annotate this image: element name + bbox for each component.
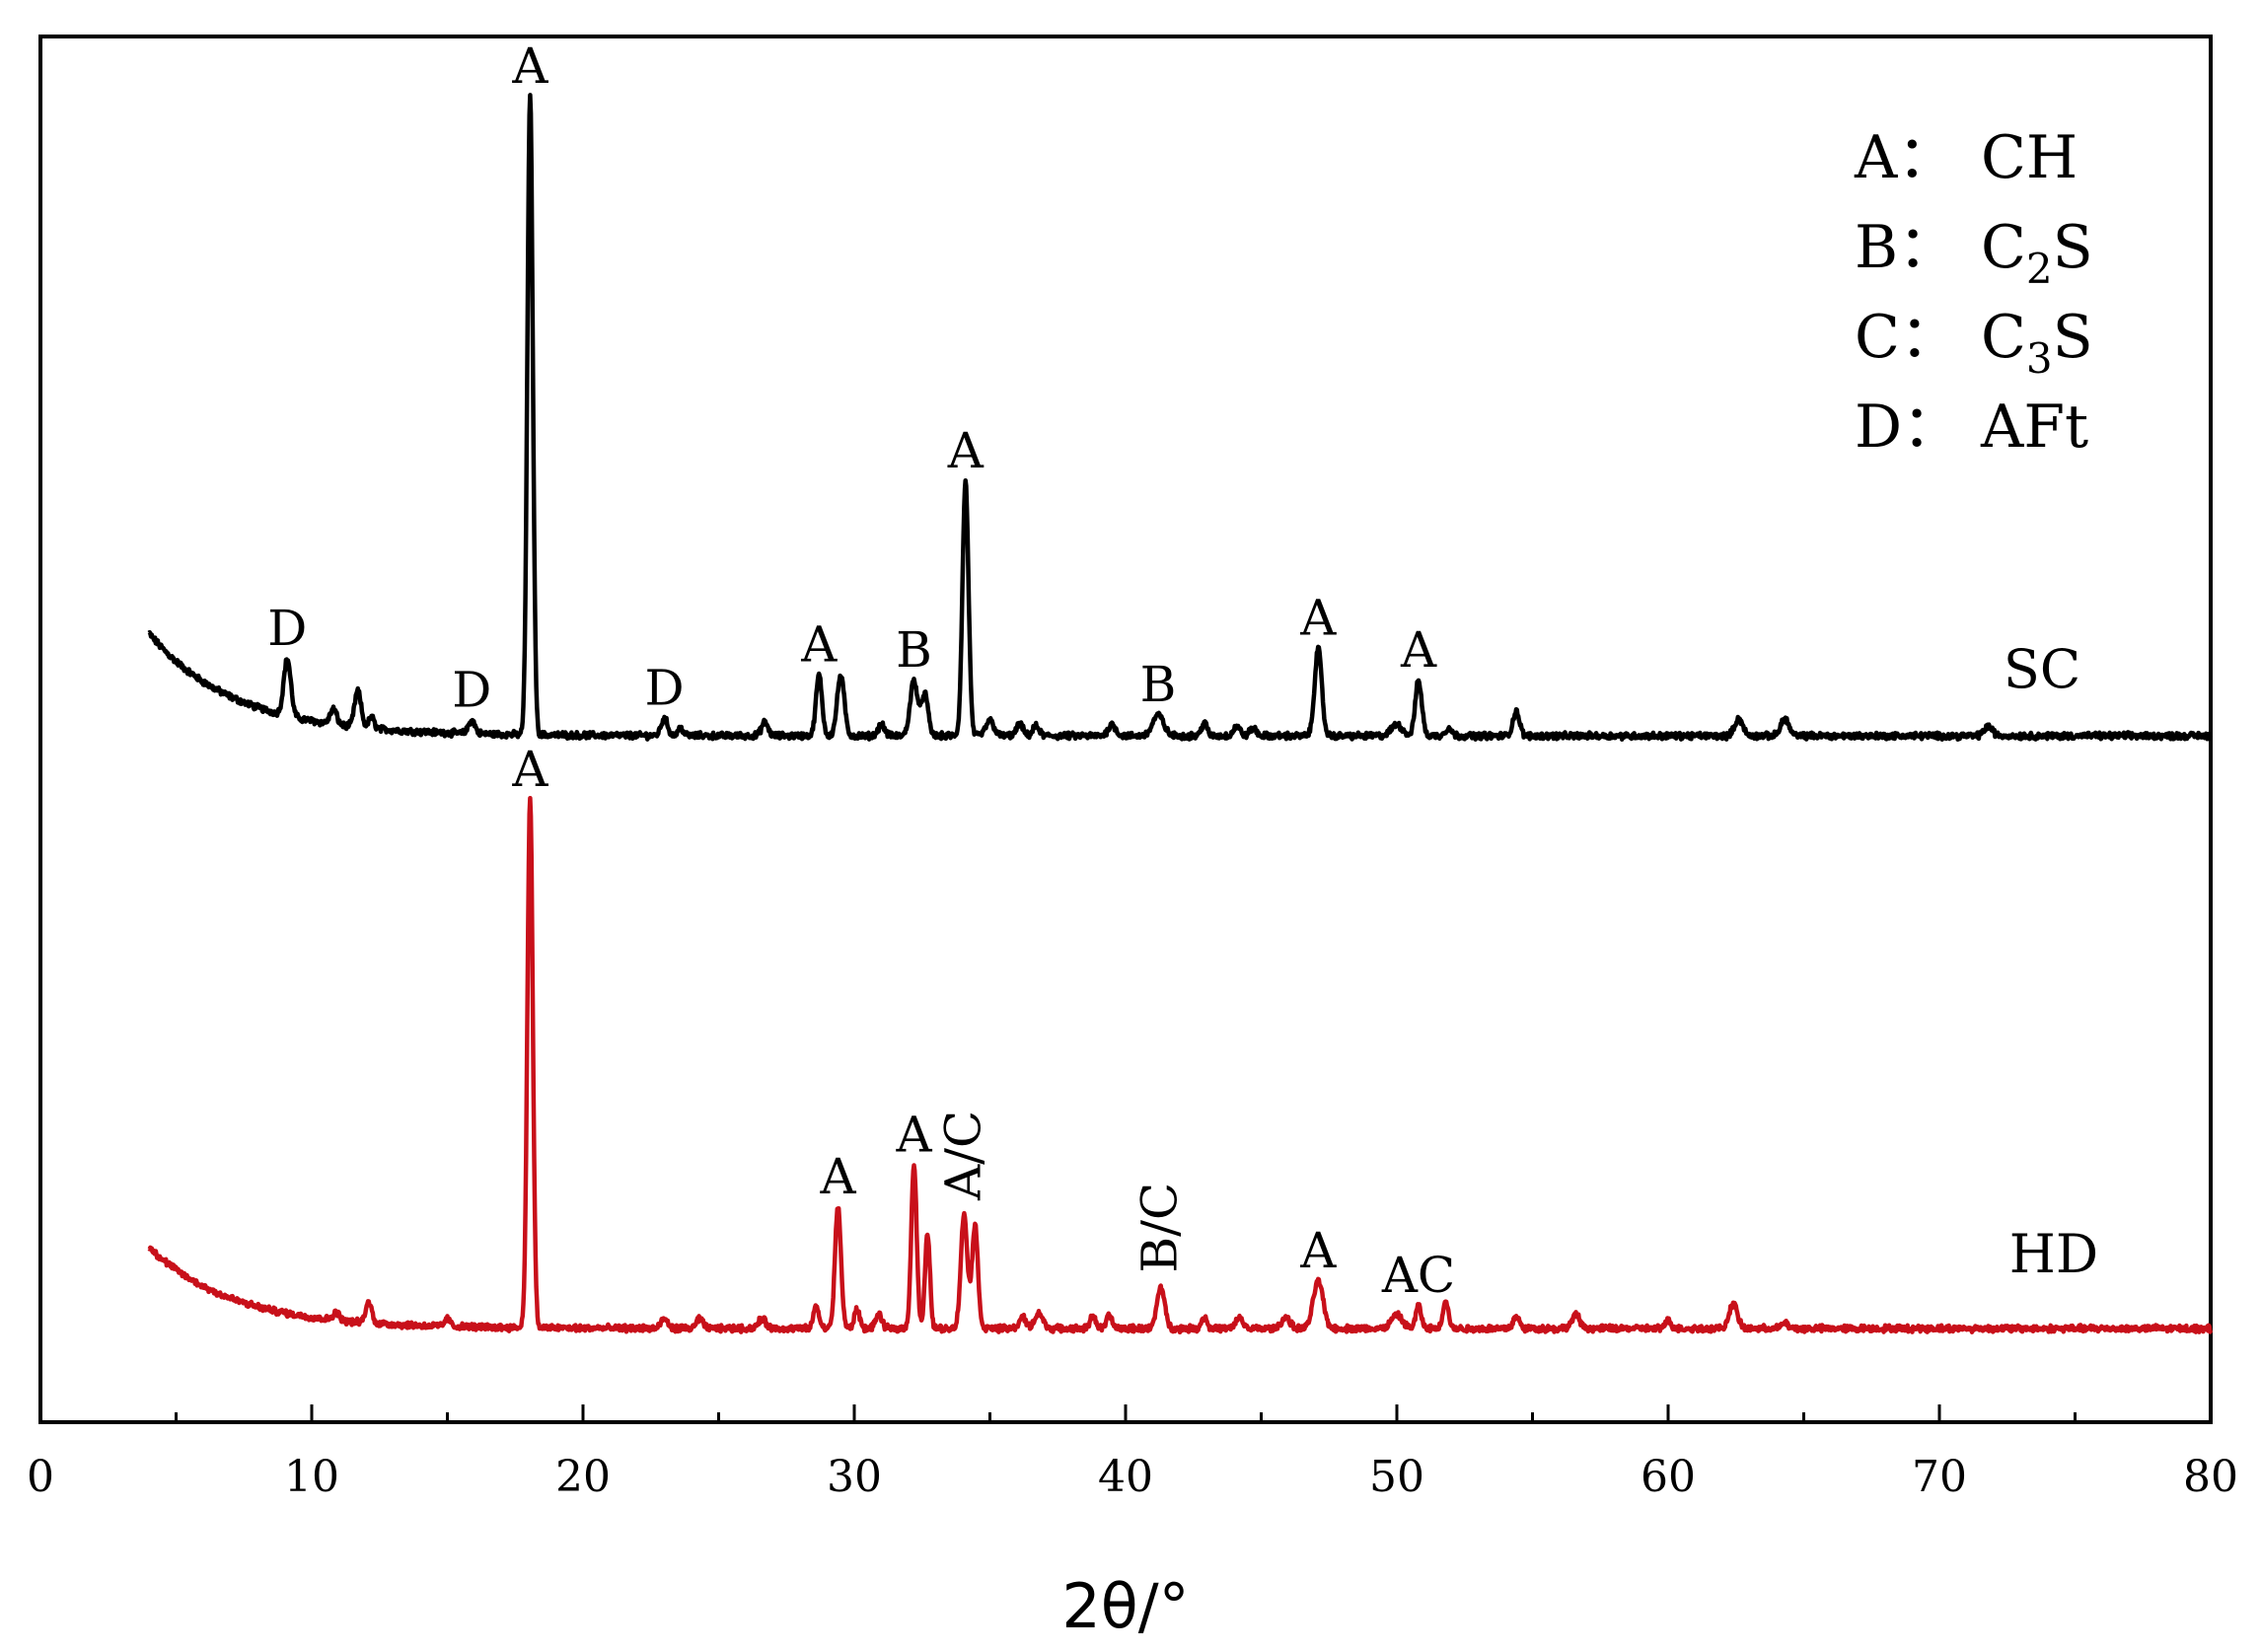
peak-label: A xyxy=(1299,590,1337,647)
x-axis-tick-labels: 0 10 20 30 40 50 60 70 80 xyxy=(27,1452,2238,1502)
legend-entry: B： C2S xyxy=(1855,213,2093,293)
legend-key: D： xyxy=(1855,393,1961,462)
legend-value: C3S xyxy=(1981,303,2093,383)
legend-entry: D： AFt xyxy=(1855,393,2088,462)
x-tick-label: 10 xyxy=(284,1452,339,1502)
peak-label: AC xyxy=(1381,1247,1455,1304)
peak-label: A/C xyxy=(934,1111,991,1201)
legend-key: A： xyxy=(1854,123,1956,192)
x-tick-label: 20 xyxy=(555,1452,611,1502)
series-line-hd xyxy=(147,795,2214,1335)
x-tick-label: 40 xyxy=(1098,1452,1153,1502)
series-traces xyxy=(147,93,2214,1335)
series-line-sc xyxy=(147,93,2214,742)
x-tick-label: 30 xyxy=(827,1452,882,1502)
peak-label: A xyxy=(895,1106,932,1163)
peak-label: D xyxy=(644,660,684,717)
x-axis-ticks xyxy=(38,1404,2213,1422)
peak-label: B xyxy=(896,621,932,679)
peak-label: A xyxy=(1400,621,1437,679)
peak-label: A xyxy=(800,615,838,673)
legend: A： CH B： C2S C： C3S D： AFt xyxy=(1854,123,2093,462)
x-tick-label: 70 xyxy=(1912,1452,1967,1502)
x-tick-label: 60 xyxy=(1641,1452,1696,1502)
series-labels: SC HD xyxy=(2004,638,2098,1285)
x-tick-label: 0 xyxy=(27,1452,54,1502)
legend-key: C： xyxy=(1855,303,1959,372)
x-tick-label: 50 xyxy=(1369,1452,1424,1502)
series-label-hd: HD xyxy=(2009,1223,2098,1285)
legend-key: B： xyxy=(1855,213,1957,282)
peak-label: B/C xyxy=(1131,1183,1189,1273)
peak-label: A xyxy=(511,37,548,95)
peak-label: A xyxy=(947,422,985,479)
peak-label: A xyxy=(511,741,548,798)
x-tick-label: 80 xyxy=(2183,1452,2238,1502)
series-label-sc: SC xyxy=(2004,638,2080,700)
legend-value: C2S xyxy=(1981,213,2093,293)
legend-entry: C： C3S xyxy=(1855,303,2093,383)
legend-value: CH xyxy=(1981,123,2078,192)
x-axis-title: 2θ/° xyxy=(1061,1570,1189,1642)
legend-entry: A： CH xyxy=(1854,123,2078,192)
peak-label: D xyxy=(452,661,491,718)
legend-value: AFt xyxy=(1980,393,2088,462)
peak-label: A xyxy=(819,1148,856,1205)
peak-label: A xyxy=(1299,1222,1337,1279)
peak-label: B xyxy=(1140,656,1177,713)
peak-label: D xyxy=(267,600,307,657)
